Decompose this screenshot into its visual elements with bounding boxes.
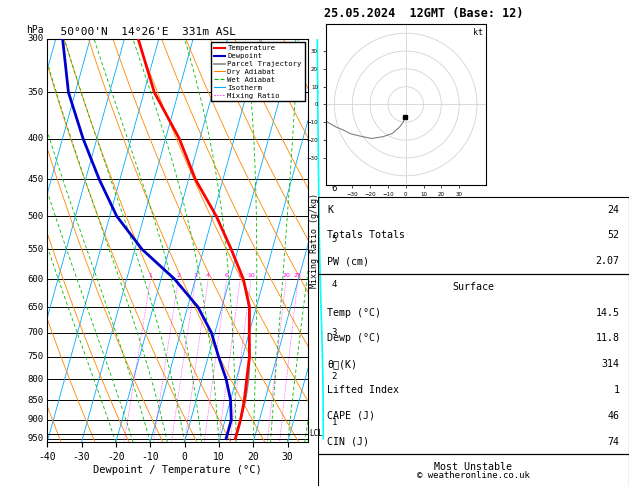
Text: 2: 2 bbox=[331, 372, 337, 382]
Text: 6: 6 bbox=[331, 184, 337, 193]
Text: 400: 400 bbox=[27, 134, 43, 143]
Text: 20: 20 bbox=[282, 273, 290, 278]
Text: 14.5: 14.5 bbox=[596, 308, 620, 318]
Text: CAPE (J): CAPE (J) bbox=[327, 411, 375, 421]
Text: km: km bbox=[331, 44, 342, 53]
Legend: Temperature, Dewpoint, Parcel Trajectory, Dry Adiabat, Wet Adiabat, Isotherm, Mi: Temperature, Dewpoint, Parcel Trajectory… bbox=[211, 42, 304, 102]
Text: 850: 850 bbox=[27, 396, 43, 404]
Text: 314: 314 bbox=[602, 359, 620, 369]
Text: 900: 900 bbox=[27, 416, 43, 424]
Text: 600: 600 bbox=[27, 275, 43, 284]
Text: 1: 1 bbox=[148, 273, 152, 278]
Text: CIN (J): CIN (J) bbox=[327, 436, 369, 447]
Text: 10: 10 bbox=[247, 273, 255, 278]
Text: 5: 5 bbox=[331, 235, 337, 244]
Text: 8: 8 bbox=[331, 83, 337, 92]
Text: 11.8: 11.8 bbox=[596, 333, 620, 344]
Text: 7: 7 bbox=[331, 134, 337, 143]
Text: 6: 6 bbox=[225, 273, 228, 278]
X-axis label: Dewpoint / Temperature (°C): Dewpoint / Temperature (°C) bbox=[93, 465, 262, 475]
Text: Mixing Ratio (g/kg): Mixing Ratio (g/kg) bbox=[309, 193, 319, 288]
Text: 25: 25 bbox=[294, 273, 302, 278]
Text: 650: 650 bbox=[27, 302, 43, 312]
Text: LCL: LCL bbox=[309, 429, 323, 438]
Text: Temp (°C): Temp (°C) bbox=[327, 308, 381, 318]
Text: 4: 4 bbox=[206, 273, 210, 278]
Text: 450: 450 bbox=[27, 175, 43, 184]
Text: 50°00'N  14°26'E  331m ASL: 50°00'N 14°26'E 331m ASL bbox=[47, 27, 236, 37]
Text: 700: 700 bbox=[27, 328, 43, 337]
Text: 3: 3 bbox=[194, 273, 198, 278]
Text: hPa: hPa bbox=[26, 25, 44, 35]
Text: Most Unstable: Most Unstable bbox=[434, 462, 513, 472]
Text: © weatheronline.co.uk: © weatheronline.co.uk bbox=[417, 471, 530, 480]
Text: 1: 1 bbox=[614, 385, 620, 395]
Text: Dewp (°C): Dewp (°C) bbox=[327, 333, 381, 344]
Text: PW (cm): PW (cm) bbox=[327, 256, 369, 266]
Text: 550: 550 bbox=[27, 244, 43, 254]
Text: 25.05.2024  12GMT (Base: 12): 25.05.2024 12GMT (Base: 12) bbox=[324, 7, 523, 20]
Text: 1: 1 bbox=[331, 418, 337, 427]
Text: 2: 2 bbox=[176, 273, 181, 278]
Text: 2.07: 2.07 bbox=[596, 256, 620, 266]
Text: 3: 3 bbox=[331, 328, 337, 337]
Text: 800: 800 bbox=[27, 375, 43, 383]
Text: 950: 950 bbox=[27, 434, 43, 443]
Text: K: K bbox=[327, 205, 333, 215]
Text: 500: 500 bbox=[27, 211, 43, 221]
Text: 52: 52 bbox=[608, 230, 620, 241]
Text: 24: 24 bbox=[608, 205, 620, 215]
Text: kt: kt bbox=[472, 28, 482, 36]
Text: Surface: Surface bbox=[452, 282, 494, 292]
Text: 300: 300 bbox=[27, 35, 43, 43]
Text: Totals Totals: Totals Totals bbox=[327, 230, 405, 241]
Text: ASL: ASL bbox=[331, 39, 345, 48]
Text: Lifted Index: Lifted Index bbox=[327, 385, 399, 395]
Text: 8: 8 bbox=[238, 273, 242, 278]
Text: 750: 750 bbox=[27, 352, 43, 361]
Text: 4: 4 bbox=[331, 280, 337, 290]
Text: θᴀ(K): θᴀ(K) bbox=[327, 359, 357, 369]
Text: 74: 74 bbox=[608, 436, 620, 447]
Text: 350: 350 bbox=[27, 88, 43, 97]
Text: 46: 46 bbox=[608, 411, 620, 421]
